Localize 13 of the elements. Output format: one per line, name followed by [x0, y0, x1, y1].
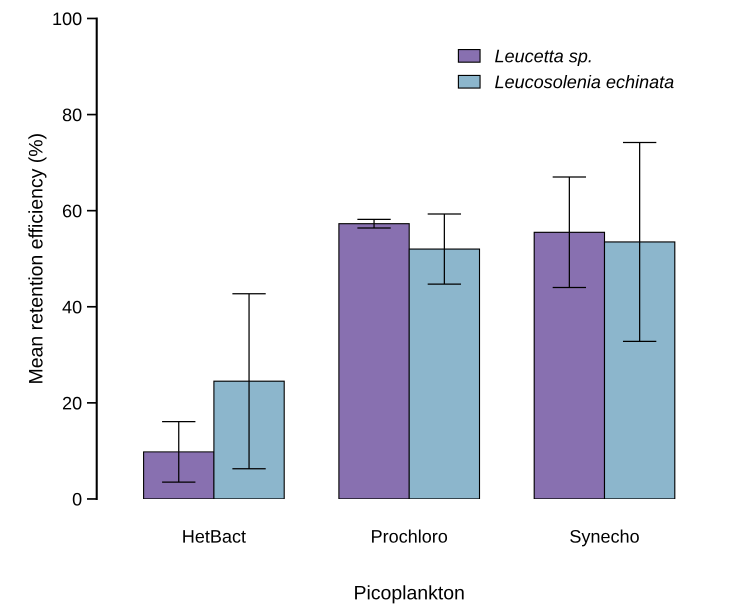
x-axis-title: Picoplankton	[355, 585, 464, 604]
y-axis-title: Mean retention efficiency (%)	[28, 134, 46, 383]
x-tick-label: Synecho	[570, 530, 639, 546]
y-tick-label: 0	[72, 492, 82, 506]
y-tick-label: 40	[62, 300, 82, 314]
x-tick-label: HetBact	[183, 530, 246, 543]
x-tick-label: Prochloro	[372, 530, 448, 543]
y-tick-label: 100	[53, 12, 82, 26]
y-tick-label: 80	[62, 108, 82, 122]
legend-label: Leucosolenia echinata	[495, 75, 674, 88]
y-tick-label: 60	[62, 204, 82, 218]
y-tick-label: 20	[62, 396, 82, 410]
legend-label: Leucetta sp.	[495, 50, 591, 66]
